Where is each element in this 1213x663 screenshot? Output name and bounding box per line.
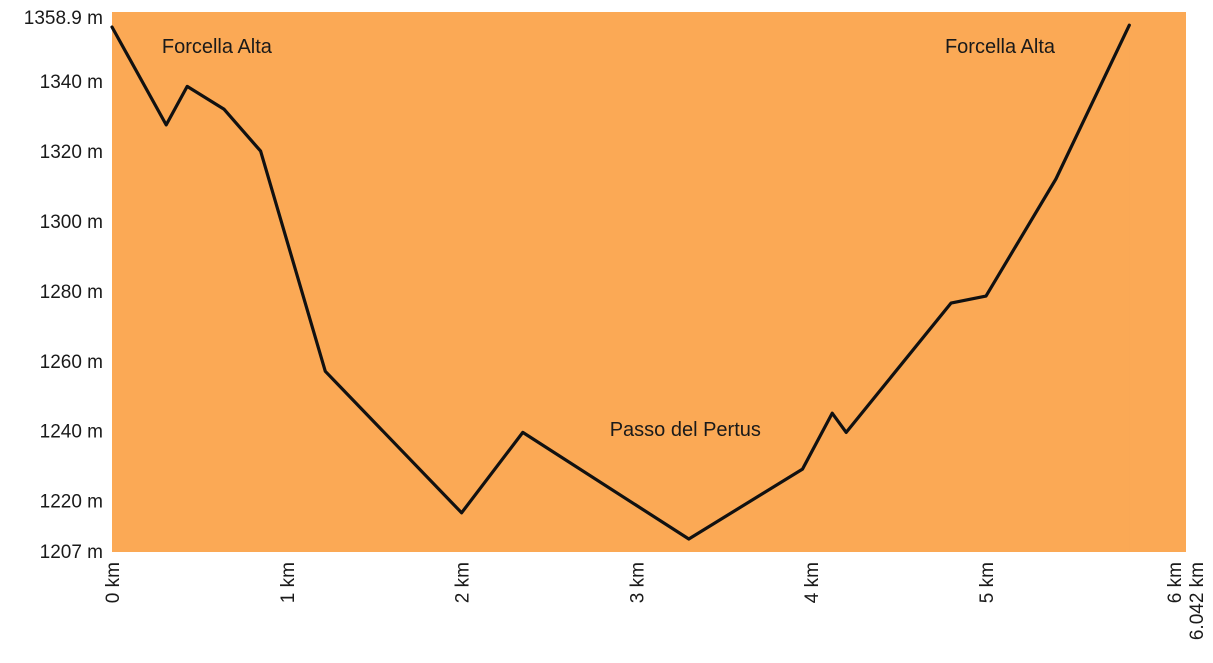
y-tick-label: 1207 m: [40, 542, 103, 563]
y-tick-label: 1280 m: [40, 282, 103, 303]
location-annotation: Passo del Pertus: [610, 419, 761, 441]
x-tick-label: 0 km: [103, 562, 124, 603]
y-tick-label: 1300 m: [40, 212, 103, 233]
annotations: Forcella Alta Forcella Alta Passo del Pert…: [162, 36, 1056, 441]
y-tick-label: 1220 m: [40, 492, 103, 513]
x-tick-label: 1 km: [278, 562, 299, 603]
y-tick-label: 1320 m: [40, 142, 103, 163]
location-annotation: Forcella Alta: [945, 36, 1056, 58]
x-tick-label: 4 km: [802, 562, 823, 603]
y-axis: 1358.9 m 1340 m 1320 m 1300 m 1280 m 1260 m 12…: [24, 8, 103, 563]
x-tick-label: 3 km: [627, 562, 648, 603]
x-tick-label: 5 km: [977, 562, 998, 603]
y-tick-label: 1358.9 m: [24, 8, 103, 29]
x-axis: 0 km 1 km 2 km 3 km 4 km 5 km 6 km 6.042 km: [103, 562, 1208, 640]
x-tick-label: 2 km: [453, 562, 474, 603]
elevation-line: [110, 23, 1131, 541]
elevation-area: [112, 25, 1130, 552]
location-annotation: Forcella Alta: [162, 36, 273, 58]
y-tick-label: 1240 m: [40, 422, 103, 443]
y-tick-label: 1260 m: [40, 352, 103, 373]
y-tick-label: 1340 m: [40, 72, 103, 93]
x-tick-label: 6 km: [1165, 562, 1186, 603]
x-tick-label: 6.042 km: [1187, 562, 1208, 640]
